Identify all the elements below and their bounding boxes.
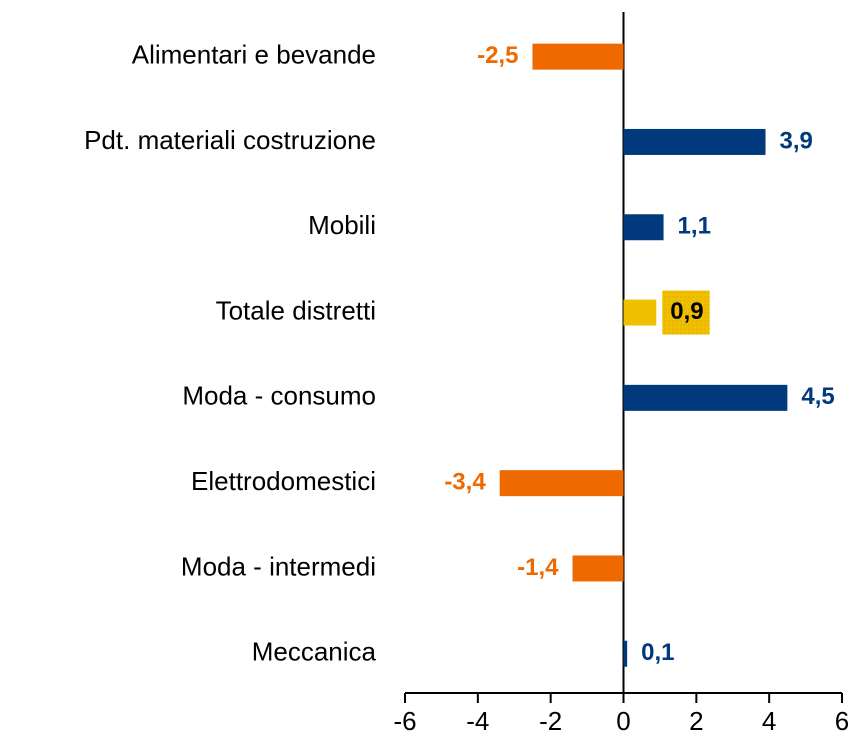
value-label: 0,1	[641, 639, 674, 666]
category-label: Pdt. materiali costruzione	[84, 125, 376, 155]
value-label: 3,9	[780, 127, 813, 154]
bar	[623, 384, 788, 411]
value-label: 4,5	[801, 383, 834, 410]
category-label: Moda - consumo	[182, 381, 376, 411]
bar	[623, 299, 657, 326]
value-label: 1,1	[678, 213, 711, 240]
x-tick-label: -4	[466, 706, 489, 736]
value-label: -1,4	[517, 554, 559, 581]
bar	[623, 640, 628, 667]
x-tick-label: 4	[762, 706, 776, 736]
bar	[623, 214, 664, 241]
category-label: Alimentari e bevande	[132, 40, 376, 70]
value-label: -3,4	[444, 468, 486, 495]
value-label-background	[662, 290, 710, 335]
bar	[623, 128, 766, 155]
value-label: 0,9	[670, 298, 703, 325]
x-tick-label: 6	[835, 706, 849, 736]
category-label: Totale distretti	[216, 295, 376, 325]
value-label: -2,5	[477, 42, 518, 69]
category-label: Mobili	[308, 210, 376, 240]
bar	[572, 555, 624, 582]
x-tick-label: -6	[393, 706, 416, 736]
bar	[499, 470, 624, 497]
x-tick-label: -2	[539, 706, 562, 736]
bar	[532, 43, 624, 70]
category-label: Meccanica	[252, 637, 377, 667]
x-tick-label: 0	[616, 706, 630, 736]
category-label: Elettrodomestici	[191, 466, 376, 496]
category-label: Moda - intermedi	[181, 551, 376, 581]
x-tick-label: 2	[689, 706, 703, 736]
